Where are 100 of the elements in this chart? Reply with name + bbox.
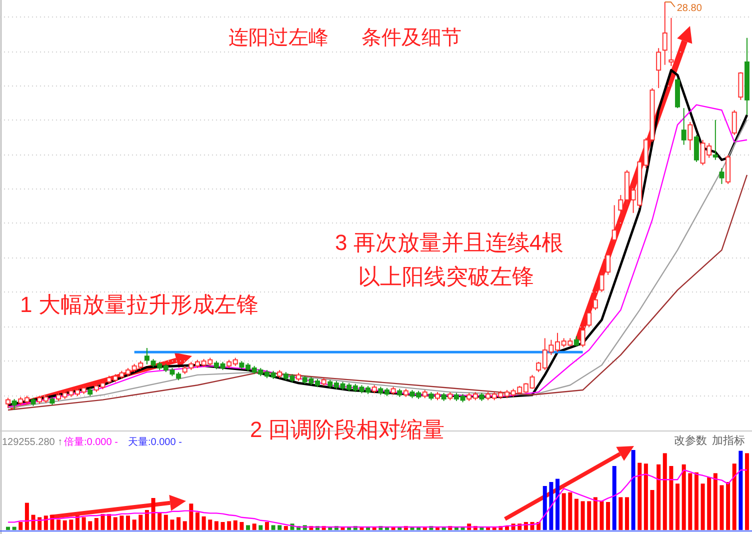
bar bbox=[31, 514, 36, 530]
bar bbox=[593, 497, 598, 530]
candlestick bbox=[694, 134, 699, 162]
bar bbox=[252, 524, 256, 530]
candlestick bbox=[12, 398, 17, 410]
bar bbox=[618, 497, 623, 530]
bar bbox=[720, 485, 724, 530]
text: 倍量:0.000 - bbox=[64, 436, 118, 448]
bar bbox=[202, 516, 206, 530]
bar bbox=[669, 466, 674, 530]
bar bbox=[240, 522, 244, 530]
candlestick bbox=[6, 397, 10, 408]
bar bbox=[278, 525, 282, 530]
bar bbox=[258, 525, 263, 530]
bar bbox=[562, 493, 566, 530]
bar bbox=[227, 521, 232, 530]
bar bbox=[549, 482, 554, 530]
bar bbox=[656, 464, 661, 530]
bar bbox=[612, 466, 616, 530]
bar bbox=[732, 464, 736, 530]
candlestick bbox=[574, 336, 579, 346]
bar bbox=[700, 484, 705, 530]
bar bbox=[182, 521, 187, 530]
candlestick bbox=[668, 17, 674, 67]
bar bbox=[233, 520, 238, 530]
text: 2 回调阶段相对缩量 bbox=[250, 417, 444, 442]
annotation: 3 再次放量并且连续4根 bbox=[335, 230, 564, 255]
candlestick bbox=[592, 297, 598, 311]
bar bbox=[50, 514, 54, 530]
bar bbox=[208, 520, 212, 530]
text: 加指标 bbox=[712, 434, 745, 447]
bar bbox=[624, 497, 629, 530]
bar bbox=[138, 514, 143, 530]
bar bbox=[24, 502, 29, 530]
bar bbox=[94, 518, 98, 530]
bar bbox=[738, 450, 743, 530]
annotation: 1 大幅放量拉升形成左锋 bbox=[20, 292, 258, 317]
bar bbox=[69, 520, 74, 530]
text: 129255.280 ↑ bbox=[2, 437, 63, 448]
bar bbox=[18, 522, 23, 530]
bar bbox=[120, 516, 124, 530]
bar bbox=[170, 520, 174, 530]
bar bbox=[606, 502, 610, 530]
candlestick bbox=[732, 110, 737, 136]
bar bbox=[132, 520, 136, 530]
bar bbox=[726, 482, 730, 530]
bar bbox=[75, 516, 80, 530]
bar bbox=[151, 498, 156, 530]
bar bbox=[556, 478, 560, 530]
bar bbox=[271, 525, 276, 530]
bar bbox=[580, 501, 585, 530]
bar bbox=[587, 501, 592, 530]
bar bbox=[158, 512, 162, 530]
bar bbox=[644, 464, 648, 530]
candlestick bbox=[599, 272, 604, 293]
bar bbox=[713, 473, 718, 530]
candlestick bbox=[688, 121, 693, 151]
candlestick bbox=[712, 119, 718, 160]
candlestick bbox=[612, 204, 617, 242]
bar bbox=[676, 484, 680, 530]
bar bbox=[220, 522, 225, 530]
bar bbox=[107, 514, 112, 530]
candlestick bbox=[681, 108, 686, 146]
text: 天量:0.000 - bbox=[128, 437, 182, 448]
bar bbox=[176, 517, 181, 530]
bar bbox=[195, 512, 200, 530]
candlestick bbox=[719, 168, 724, 184]
bar bbox=[82, 517, 86, 530]
bar bbox=[189, 504, 194, 530]
bar bbox=[214, 521, 218, 530]
bar bbox=[542, 486, 547, 530]
bar bbox=[662, 453, 667, 530]
candlestick bbox=[580, 327, 586, 348]
bar bbox=[44, 516, 48, 530]
bar bbox=[682, 464, 686, 530]
bar bbox=[88, 521, 92, 530]
bar bbox=[600, 501, 604, 530]
bar bbox=[126, 516, 130, 530]
bar bbox=[62, 520, 67, 530]
bar bbox=[100, 514, 105, 530]
bar bbox=[638, 462, 642, 530]
bar bbox=[574, 498, 578, 530]
bar bbox=[688, 473, 692, 530]
bar bbox=[650, 490, 654, 530]
candlestick bbox=[606, 252, 611, 276]
bar bbox=[568, 492, 572, 530]
text: 连阳过左峰 条件及细节 bbox=[228, 27, 462, 49]
candlestick bbox=[656, 48, 662, 89]
bar bbox=[246, 525, 250, 530]
bar bbox=[144, 510, 149, 530]
bar bbox=[6, 526, 10, 530]
bar bbox=[707, 477, 712, 530]
candlestick bbox=[662, 2, 668, 66]
annotation: 以上阳线突破左锋 bbox=[358, 264, 534, 289]
bar bbox=[113, 517, 118, 530]
bar bbox=[264, 522, 269, 530]
bar bbox=[631, 450, 636, 530]
text: 改参数 bbox=[674, 434, 707, 447]
bar bbox=[164, 514, 168, 530]
bar bbox=[694, 472, 698, 530]
